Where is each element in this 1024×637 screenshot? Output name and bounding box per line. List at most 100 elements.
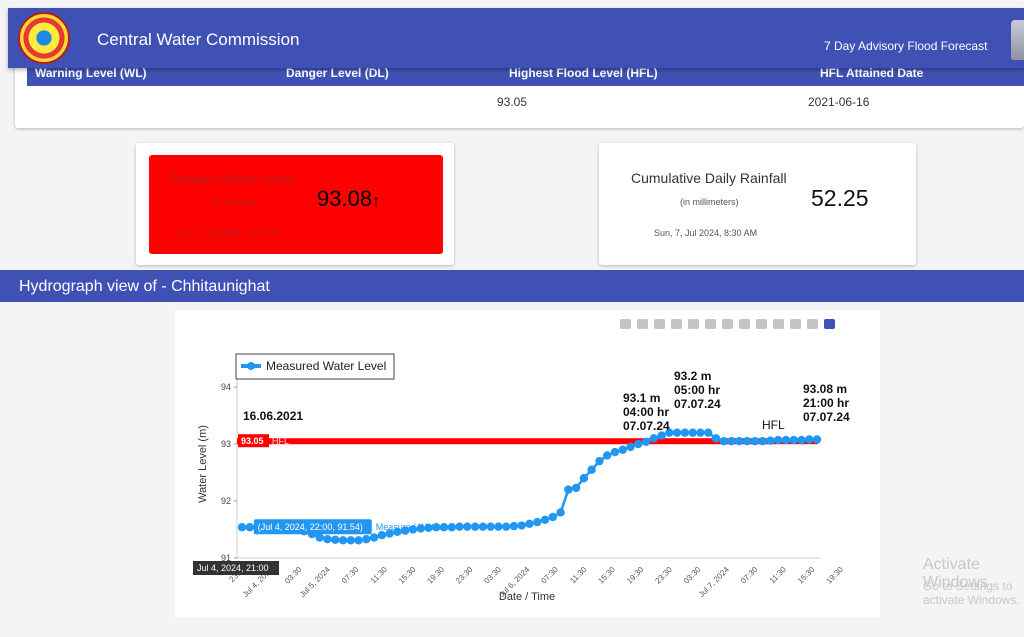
data-point [649,434,659,443]
hfl-tag-bg [238,434,269,448]
annotation-line: 04:00 hr [623,405,669,419]
data-point [385,529,394,538]
box-select-icon[interactable] [671,319,682,329]
data-point [672,428,682,437]
rainfall-timestamp: Sun, 7, Jul 2024, 8:30 AM [654,228,758,238]
data-point [618,445,627,454]
data-point [455,522,464,531]
national-emblem-icon [1011,20,1024,60]
data-point [447,523,456,532]
y-tick-label: 94 [221,382,231,392]
present-level-label: Present Water Level [169,171,296,187]
x-tick-label: 19:30 [425,565,446,586]
cell-hfl-date: 2021-06-16 [808,95,870,109]
rainfall-label: Cumulative Daily Rainfall [631,170,787,186]
legend-marker-icon [247,362,255,370]
col-warning-level: Warning Level (WL) [35,66,147,80]
present-level-value: 93.08↑ [317,186,381,211]
annotation-line: HFL [762,418,785,432]
data-point [463,522,472,531]
x-tick-label: Jul 5, 2024 [298,565,332,599]
reset-axes-icon[interactable] [756,319,767,329]
data-point [773,435,783,445]
data-point [735,437,744,446]
data-point [486,522,495,531]
present-level-alert: Present Water Level (in meters) 93.08↑ S… [149,155,443,254]
rainfall-unit: (in millimeters) [680,197,739,207]
data-point [665,428,674,437]
rainfall-value: 52.25 [811,185,869,211]
zoom-out-icon[interactable] [722,319,733,329]
y-axis-title: Water Level (m) [197,425,209,503]
data-point [805,435,814,444]
data-point [595,456,604,466]
autoscale-icon[interactable] [739,319,750,329]
data-point [610,447,620,457]
data-point [696,428,705,437]
zoom-in-icon[interactable] [705,319,716,329]
annotation-line: 93.2 m [674,369,711,383]
data-point [781,435,791,445]
hover-x-label-bg [193,561,279,575]
hover-label: (Jul 4, 2024, 22:00, 91.54) [258,522,363,532]
data-point [533,517,542,527]
data-point [587,465,596,474]
plotly-logo-icon[interactable] [824,319,835,329]
data-point [766,436,775,445]
rainfall-card: Cumulative Daily Rainfall (in millimeter… [599,143,916,265]
annotation-line: 05:00 hr [674,383,720,397]
legend-box [235,353,395,380]
x-tick-label: 03:30 [482,565,503,586]
data-point [338,536,348,545]
camera-icon[interactable] [620,319,631,329]
cwc-logo-icon [18,12,70,64]
hover-compare-icon[interactable] [807,319,818,329]
hydrograph-title: Hydrograph view of - Chhitaunighat [19,278,270,295]
x-tick-label: 23:30 [653,565,674,586]
x-tick-label: 19:30 [824,565,845,586]
data-point [424,523,433,533]
rising-arrow-icon: ↑ [372,193,381,210]
data-point [680,428,690,437]
data-point [556,508,565,517]
data-point [245,523,254,532]
data-point [416,524,425,533]
pan-icon[interactable] [654,319,665,329]
data-point [603,451,612,460]
x-tick-label: 15:30 [397,565,418,586]
app-title: Central Water Commission [97,30,300,49]
data-point [315,533,324,542]
data-point [789,435,798,445]
data-point [323,535,332,544]
advisory-forecast-link[interactable]: 7 Day Advisory Flood Forecast [824,39,988,53]
data-point [478,522,488,531]
data-point [509,521,519,531]
data-point [727,437,736,446]
data-point [564,485,573,494]
legend-label: Measured Water Level [266,359,386,373]
hover-closest-icon[interactable] [790,319,801,329]
hfl-date-note: 16.06.2021 [243,409,303,423]
lasso-icon[interactable] [688,319,699,329]
col-hfl-date: HFL Attained Date [820,66,924,80]
x-tick-label: 03:30 [283,565,304,586]
spike-lines-icon[interactable] [773,319,784,329]
x-tick-label: 15:30 [796,565,817,586]
hover-x-label: Jul 4, 2024, 21:00 [197,563,269,573]
annotation-line: 21:00 hr [803,396,849,410]
hfl-line [237,438,818,445]
annotation-line: 07.07.24 [803,410,850,424]
x-tick-label: 11:30 [768,565,788,585]
x-tick-label: 03:30 [682,565,703,586]
data-point [711,434,721,443]
zoom-icon[interactable] [637,319,648,329]
annotation-line: 93.1 m [623,391,660,405]
data-point [494,522,503,531]
y-tick-label: 91 [221,553,231,563]
hfl-tag-label: HFL [272,436,289,446]
data-point [758,437,767,446]
data-point [393,527,402,536]
data-point [641,437,651,446]
